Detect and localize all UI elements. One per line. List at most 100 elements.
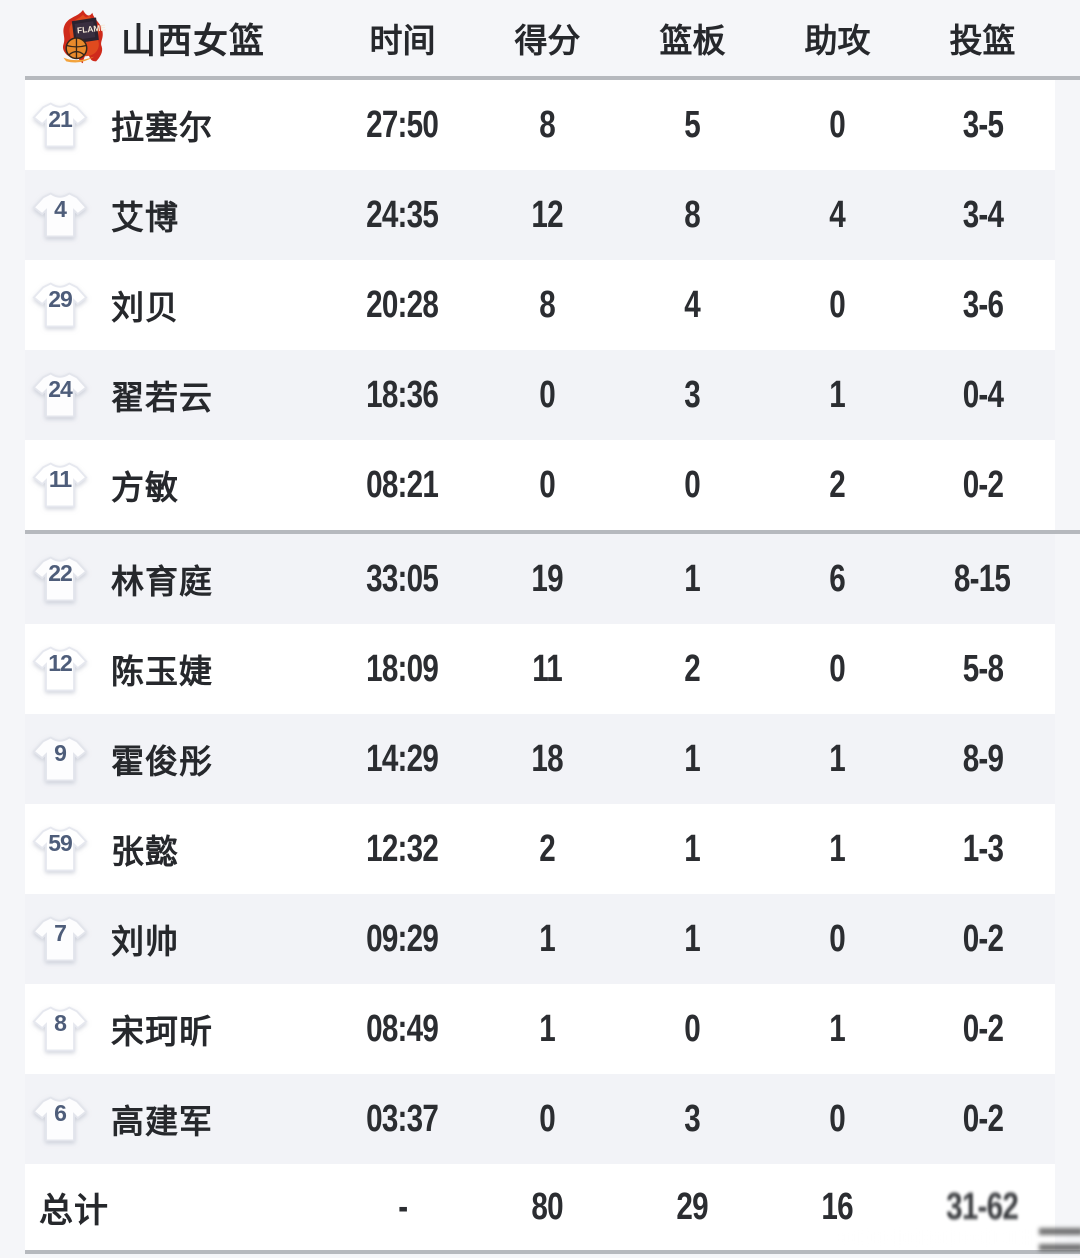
- stat-rebounds: 4: [684, 283, 701, 326]
- stat-fg: 5-8: [962, 647, 1003, 690]
- jersey-badge: 4: [32, 190, 88, 240]
- player-row[interactable]: 6 高建军 03:37 0 3 0 0-2: [25, 1074, 1055, 1164]
- column-header-time: 时间: [369, 22, 436, 59]
- totals-rebounds: 29: [676, 1185, 709, 1228]
- jersey-icon: [32, 736, 88, 782]
- stat-rebounds: 0: [684, 1007, 701, 1050]
- player-name: 艾博: [111, 199, 179, 236]
- player-row[interactable]: 4 艾博 24:35 12 8 4 3-4: [25, 170, 1055, 260]
- player-row[interactable]: 59 张懿 12:32 2 1 1 1-3: [25, 804, 1055, 894]
- player-row[interactable]: 9 霍俊彤 14:29 18 1 1 8-9: [25, 714, 1055, 804]
- stat-assists: 6: [829, 557, 846, 600]
- jersey-icon: [32, 1096, 88, 1142]
- stat-points: 1: [539, 917, 556, 960]
- stat-assists: 0: [829, 647, 846, 690]
- totals-points: 80: [531, 1185, 564, 1228]
- stat-points: 0: [539, 463, 556, 506]
- stat-fg: 0-2: [962, 917, 1003, 960]
- totals-label: 总计: [39, 1191, 109, 1230]
- stat-fg: 8-9: [962, 737, 1003, 780]
- player-row[interactable]: 21 拉塞尔 27:50 8 5 0 3-5: [25, 80, 1055, 170]
- jersey-number: 11: [48, 466, 72, 492]
- player-name: 霍俊彤: [111, 743, 213, 780]
- stat-points: 8: [539, 103, 556, 146]
- stat-fg: 0-2: [962, 463, 1003, 506]
- jersey-number: 21: [48, 106, 73, 132]
- stat-assists: 1: [829, 1007, 846, 1050]
- jersey-number: 29: [48, 286, 73, 312]
- stat-points: 12: [531, 193, 564, 236]
- jersey-number: 6: [54, 1100, 67, 1126]
- stat-fg: 3-5: [962, 103, 1003, 146]
- stat-time: 33:05: [366, 557, 440, 600]
- stat-time: 18:09: [366, 647, 440, 690]
- stat-fg: 0-2: [962, 1097, 1003, 1140]
- jersey-number: 24: [48, 376, 73, 402]
- stat-fg: 8-15: [954, 557, 1011, 600]
- totals-assists: 16: [821, 1185, 854, 1228]
- stat-points: 0: [539, 1097, 556, 1140]
- stat-rebounds: 8: [684, 193, 701, 236]
- stat-rebounds: 3: [684, 1097, 701, 1140]
- player-row[interactable]: 11 方敏 08:21 0 0 2 0-2: [25, 440, 1055, 530]
- stat-points: 11: [532, 647, 564, 690]
- jersey-badge: 21: [32, 100, 88, 150]
- stat-time: 09:29: [366, 917, 440, 960]
- stat-fg: 0-4: [962, 373, 1003, 416]
- stat-fg: 3-6: [962, 283, 1003, 326]
- jersey-icon: [32, 646, 88, 692]
- totals-row: 总计 - 80 29 16 31-62: [25, 1164, 1080, 1251]
- stat-fg: 0-2: [962, 1007, 1003, 1050]
- player-name: 翟若云: [111, 379, 213, 416]
- jersey-icon: [32, 282, 88, 328]
- totals-fg-cell: 31-62: [840, 1186, 1080, 1251]
- player-name: 林育庭: [111, 563, 213, 600]
- player-name: 高建军: [111, 1103, 213, 1140]
- player-row[interactable]: 29 刘贝 20:28 8 4 0 3-6: [25, 260, 1055, 350]
- player-row[interactable]: 7 刘帅 09:29 1 1 0 0-2: [25, 894, 1055, 984]
- starters-bench-divider: [25, 530, 1080, 534]
- player-row[interactable]: 22 林育庭 33:05 19 1 6 8-15: [25, 534, 1055, 624]
- stat-time: 18:36: [366, 373, 440, 416]
- stat-rebounds: 1: [684, 917, 701, 960]
- team-name: 山西女篮: [121, 21, 266, 61]
- stat-assists: 0: [829, 283, 846, 326]
- jersey-number: 22: [48, 560, 73, 586]
- stat-rebounds: 1: [684, 557, 701, 600]
- stat-rebounds: 0: [684, 463, 701, 506]
- jersey-icon: [32, 916, 88, 962]
- player-row[interactable]: 8 宋珂昕 08:49 1 0 1 0-2: [25, 984, 1055, 1074]
- stat-points: 2: [539, 827, 556, 870]
- player-row[interactable]: 12 陈玉婕 18:09 11 2 0 5-8: [25, 624, 1055, 714]
- jersey-icon: [32, 556, 88, 602]
- stat-time: 24:35: [366, 193, 440, 236]
- jersey-icon: [32, 462, 88, 508]
- stat-points: 18: [531, 737, 564, 780]
- player-name: 刘帅: [111, 923, 179, 960]
- stat-assists: 1: [829, 827, 846, 870]
- column-header-rebounds: 篮板: [659, 22, 726, 59]
- stat-assists: 4: [829, 193, 846, 236]
- column-header-points: 得分: [514, 22, 581, 59]
- stat-time: 27:50: [366, 103, 440, 146]
- jersey-badge: 59: [32, 824, 88, 874]
- stat-time: 20:28: [366, 283, 440, 326]
- stat-rebounds: 1: [684, 737, 701, 780]
- column-header-assists: 助攻: [804, 22, 871, 59]
- jersey-badge: 11: [32, 460, 88, 510]
- jersey-icon: [32, 1006, 88, 1052]
- jersey-icon: [32, 372, 88, 418]
- header-divider: [25, 76, 1080, 80]
- stat-time: 08:49: [366, 1007, 440, 1050]
- stat-rebounds: 5: [684, 103, 701, 146]
- jersey-number: 4: [54, 196, 67, 222]
- flame-basketball-logo-icon: FLAME: [62, 10, 107, 64]
- table-header: FLAME 山西女篮 时间 得分 篮板 助攻 投篮: [25, 0, 1055, 76]
- column-header-fg: 投篮: [949, 22, 1016, 59]
- stat-assists: 0: [829, 103, 846, 146]
- jersey-badge: 22: [32, 554, 88, 604]
- player-row[interactable]: 24 翟若云 18:36 0 3 1 0-4: [25, 350, 1055, 440]
- stat-fg: 3-4: [962, 193, 1003, 236]
- jersey-badge: 12: [32, 644, 88, 694]
- player-name: 拉塞尔: [111, 109, 213, 146]
